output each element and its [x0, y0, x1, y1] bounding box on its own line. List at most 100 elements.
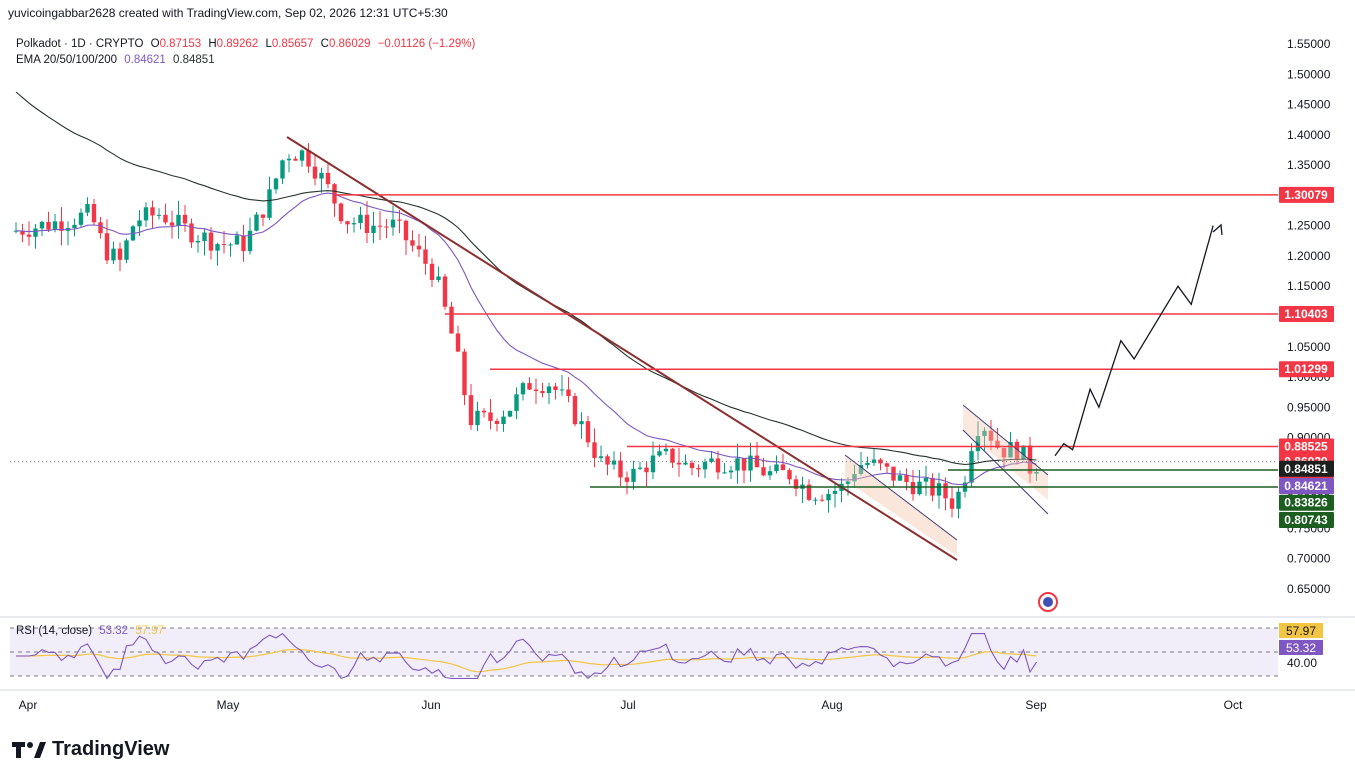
rsi-ma-badge: [1279, 623, 1323, 638]
high-label: H: [208, 38, 217, 50]
rsi-line: [16, 632, 1037, 680]
candle-body: [468, 395, 474, 426]
candle-body: [995, 440, 1000, 448]
candle-body: [897, 475, 903, 481]
projection-arrowhead: [1212, 223, 1223, 236]
candle-body: [507, 410, 513, 417]
candle-body: [735, 458, 740, 471]
candle-body: [137, 220, 142, 227]
y-tick-label: 0.95000: [1287, 400, 1331, 414]
candle-body: [124, 240, 129, 260]
candle-body: [917, 481, 922, 495]
candle-body: [748, 455, 753, 471]
y-tick-label: 1.45000: [1287, 98, 1331, 112]
candle-body: [234, 235, 240, 245]
candle-body: [741, 458, 747, 471]
candle-body: [670, 448, 675, 463]
candle-body: [72, 224, 77, 229]
candle-body: [910, 482, 916, 495]
candle-body: [540, 391, 545, 394]
candle-body: [338, 203, 344, 222]
candle-body: [904, 475, 909, 483]
candle-body: [611, 460, 617, 465]
candle-body: [754, 455, 760, 468]
candle-body: [202, 232, 207, 241]
falling-wedge: [845, 455, 957, 556]
y-tick-label: 1.25000: [1287, 219, 1331, 233]
candle-body: [351, 223, 357, 225]
candle-body: [696, 468, 701, 470]
candle-body: [878, 459, 883, 464]
candle-body: [390, 219, 396, 228]
candle-body: [1021, 445, 1026, 460]
projection-path: [1054, 225, 1214, 457]
candle-body: [787, 470, 792, 480]
y-tick-label: 1.40000: [1287, 128, 1331, 142]
x-tick-label: Aug: [821, 698, 842, 712]
candle-body: [702, 461, 708, 470]
candle-body: [663, 448, 669, 452]
candle-body: [644, 467, 649, 473]
rsi-ma-value: 57.97: [135, 625, 165, 637]
candle-body: [280, 160, 285, 179]
candle-body: [884, 463, 890, 467]
candle-body: [826, 493, 831, 501]
change-value: −0.01126 (−1.29%): [377, 38, 476, 50]
price-badge: [1279, 306, 1334, 323]
candle-body: [527, 383, 532, 390]
candle-body: [780, 464, 786, 471]
candle-body: [553, 386, 558, 390]
rsi-ma-line: [16, 648, 1037, 673]
candle-body: [52, 221, 58, 230]
rsi-label: RSI (14, close): [16, 625, 93, 637]
candle-body: [618, 460, 623, 478]
close-label: C: [320, 38, 329, 50]
candle-body: [397, 219, 402, 221]
price-badge: [1279, 494, 1334, 511]
ema-slow-line: [15, 91, 1037, 466]
price-badge: [1279, 511, 1334, 528]
y-tick-label: 1.05000: [1287, 340, 1331, 354]
candle-body: [325, 172, 331, 185]
candle-body: [59, 221, 64, 231]
candles-group: [13, 143, 1039, 519]
rsi-value: 53.32: [99, 625, 129, 637]
candle-body: [111, 248, 116, 261]
price-badge: [1279, 478, 1334, 495]
candle-body: [429, 263, 435, 280]
candle-body: [169, 222, 175, 226]
tradingview-logo: TradingView: [12, 738, 169, 761]
brand-name: TradingView: [52, 738, 170, 760]
candle-body: [221, 244, 227, 246]
candle-body: [286, 158, 292, 161]
y-tick-label: 1.15000: [1287, 279, 1331, 293]
candle-body: [819, 499, 825, 501]
candle-body: [364, 214, 370, 233]
candle-body: [462, 351, 467, 396]
candle-body: [163, 214, 168, 223]
candle-body: [657, 451, 662, 456]
price-badge-label: 1.10403: [1284, 307, 1328, 321]
candle-body: [624, 477, 630, 482]
candle-body: [728, 470, 734, 473]
flag-upper: [962, 404, 1049, 476]
candle-body: [949, 498, 955, 509]
candle-body: [709, 458, 714, 462]
candle-body: [377, 225, 383, 227]
candle-body: [1008, 441, 1013, 458]
candle-body: [436, 276, 441, 280]
low-value: 0.85657: [271, 38, 314, 50]
candle-body: [650, 455, 656, 473]
candle-body: [767, 471, 773, 476]
candle-body: [104, 233, 110, 261]
candle-body: [988, 430, 994, 441]
x-tick-label: Oct: [1224, 698, 1243, 712]
price-legend: Polkadot · 1D · CRYPTO O0.87153 H0.89262…: [16, 36, 479, 68]
candle-body: [936, 483, 942, 496]
price-badge-label: 0.84621: [1284, 479, 1328, 493]
bull-flag: [963, 405, 1048, 500]
candle-body: [689, 462, 695, 469]
price-badge: [1279, 186, 1334, 203]
ema-slow-value: 0.84851: [173, 54, 215, 66]
